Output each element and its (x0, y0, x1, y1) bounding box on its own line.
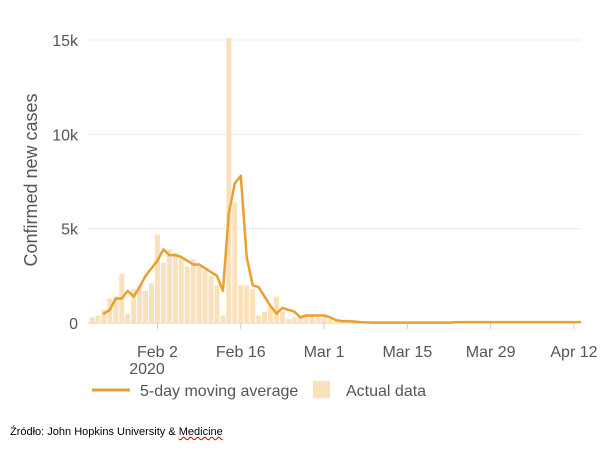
y-tick-label: 15k (52, 33, 79, 50)
x-tick-label: Mar 1 (304, 344, 345, 361)
y-tick-label: 0 (69, 316, 78, 333)
bar (208, 275, 214, 323)
bar (184, 266, 190, 323)
bar (166, 249, 172, 323)
legend: 5-day moving average Actual data (92, 381, 426, 400)
x-tick-label: Mar 29 (466, 344, 516, 361)
legend-label-moving-average: 5-day moving average (140, 383, 298, 400)
bar (137, 285, 143, 323)
source-note: Źródło: John Hopkins University & Medici… (10, 426, 223, 438)
y-axis-label: Confirmed new cases (21, 93, 41, 266)
bar (113, 296, 119, 323)
bar (89, 317, 95, 323)
bar (268, 306, 273, 323)
legend-bar-swatch (313, 381, 330, 398)
bar (178, 256, 184, 323)
bar (226, 38, 232, 323)
x-tick-label: Apr 12 (550, 344, 597, 361)
bar (273, 296, 279, 323)
bar (95, 315, 101, 323)
bar (190, 258, 196, 323)
y-tick-label: 5k (61, 222, 79, 239)
bar (297, 315, 303, 323)
bar (333, 321, 339, 323)
moving-average-line (102, 174, 582, 324)
bar (232, 202, 238, 323)
bar (149, 283, 154, 323)
source-text-underlined: Medicine (178, 426, 223, 438)
bar (202, 270, 208, 323)
bar (244, 285, 250, 323)
bar (196, 266, 202, 323)
bar (172, 253, 178, 323)
y-tick-label: 10k (52, 127, 79, 144)
bar (256, 315, 262, 323)
bar (154, 234, 160, 323)
bar (303, 315, 309, 323)
bar (279, 311, 285, 323)
bar (220, 315, 226, 323)
bar-series-actual-data (89, 38, 583, 323)
x-axis-ticks: Feb 2 Feb 16 Mar 1 Mar 15 Mar 29 Apr 12 (137, 323, 598, 361)
bar (285, 319, 291, 323)
bar (125, 313, 131, 323)
bar (160, 262, 166, 323)
x-tick-label: Mar 15 (382, 344, 432, 361)
source-text: Źródło: John Hopkins University & (10, 426, 179, 438)
bar (214, 285, 220, 323)
bar (327, 319, 333, 323)
bar (131, 289, 137, 323)
bar (309, 315, 315, 323)
y-axis-ticks: 0 5k 10k 15k (52, 33, 79, 333)
legend-label-actual-data: Actual data (346, 383, 426, 400)
bar (250, 289, 256, 323)
bar (262, 311, 268, 323)
x-tick-label: Feb 2 (137, 344, 178, 361)
line-series-moving-average (102, 174, 582, 324)
bar (238, 285, 244, 323)
x-axis-year-label: 2020 (129, 361, 165, 378)
bar (143, 290, 149, 323)
bar (291, 317, 297, 323)
x-tick-label: Feb 16 (216, 344, 266, 361)
bar (101, 309, 107, 323)
bar (321, 317, 327, 323)
bar (315, 317, 321, 323)
